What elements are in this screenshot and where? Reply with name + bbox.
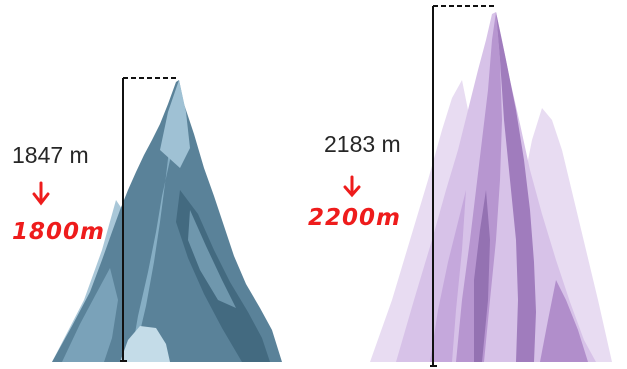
blue-mountain-rounded-label: 1800m — [12, 219, 105, 245]
blue-mountain — [52, 80, 282, 362]
purple-mountain-rounded-label: 2200m — [308, 205, 401, 231]
blue-mountain-facet — [188, 210, 236, 308]
purple-mountain-facet — [496, 12, 536, 362]
purple-mountain-facet — [474, 190, 490, 362]
blue-mountain-height-label: 1847 m — [12, 142, 89, 168]
blue-measure-line — [120, 77, 178, 362]
purple-mountain-height-label: 2183 m — [324, 131, 401, 157]
purple-mountain — [370, 12, 612, 362]
purple-rounding-arrow — [343, 175, 361, 198]
blue-mountain-facet — [62, 268, 118, 362]
purple-measure-line — [430, 5, 494, 367]
purple-mountain-facet — [540, 280, 588, 362]
blue-mountain-facet — [120, 326, 170, 362]
blue-mountain-facet — [160, 80, 190, 168]
purple-mountain-facet — [456, 12, 502, 362]
blue-rounding-arrow — [32, 181, 50, 206]
purple-mountain-facet — [430, 190, 466, 362]
